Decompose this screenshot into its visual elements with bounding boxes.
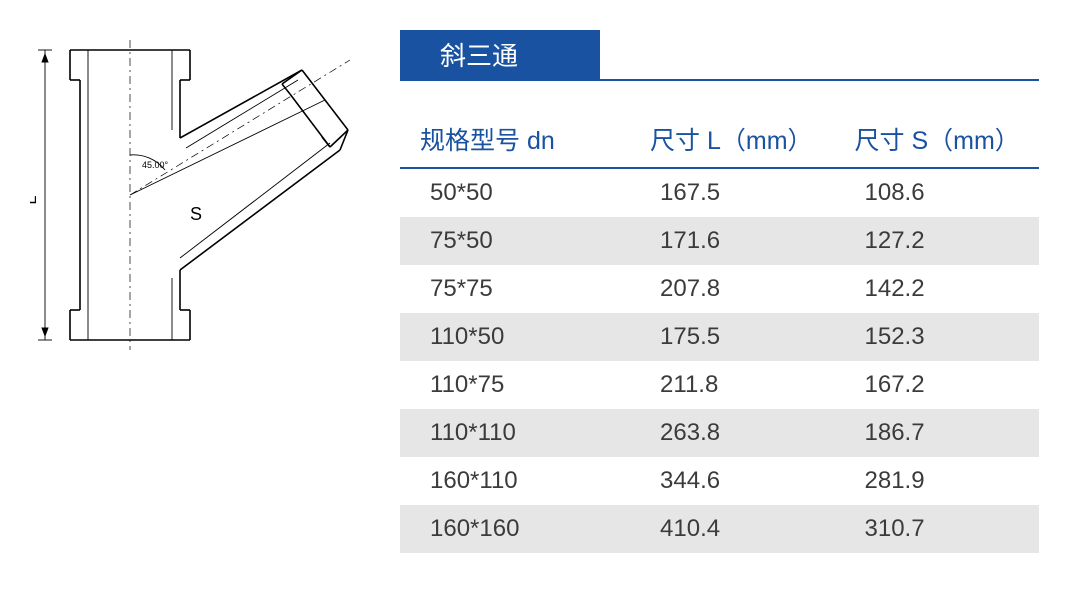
- spec-table-panel: 斜三通 规格型号 dn 尺寸 L（mm） 尺寸 S（mm） 50*50 167.…: [380, 30, 1059, 553]
- cell-model: 50*50: [400, 168, 630, 217]
- spec-table: 规格型号 dn 尺寸 L（mm） 尺寸 S（mm） 50*50 167.5 10…: [400, 111, 1039, 553]
- cell-S: 281.9: [835, 457, 1040, 505]
- cell-model: 110*110: [400, 409, 630, 457]
- cell-S: 152.3: [835, 313, 1040, 361]
- cell-model: 110*50: [400, 313, 630, 361]
- cell-L: 167.5: [630, 168, 834, 217]
- cell-S: 167.2: [835, 361, 1040, 409]
- diagram-panel: L: [10, 30, 380, 553]
- angle-label: 45.00°: [142, 160, 169, 170]
- table-row: 160*110 344.6 281.9: [400, 457, 1039, 505]
- col-header-S: 尺寸 S（mm）: [835, 111, 1040, 168]
- cell-L: 175.5: [630, 313, 834, 361]
- cell-S: 127.2: [835, 217, 1040, 265]
- dim-label-L: L: [30, 195, 40, 204]
- table-row: 110*110 263.8 186.7: [400, 409, 1039, 457]
- table-body: 50*50 167.5 108.6 75*50 171.6 127.2 75*7…: [400, 168, 1039, 553]
- col-header-L: 尺寸 L（mm）: [630, 111, 834, 168]
- cell-model: 75*50: [400, 217, 630, 265]
- cell-L: 171.6: [630, 217, 834, 265]
- cell-S: 142.2: [835, 265, 1040, 313]
- cell-L: 344.6: [630, 457, 834, 505]
- cell-L: 207.8: [630, 265, 834, 313]
- page-container: L: [0, 0, 1069, 563]
- table-header-row: 规格型号 dn 尺寸 L（mm） 尺寸 S（mm）: [400, 111, 1039, 168]
- cell-L: 211.8: [630, 361, 834, 409]
- table-row: 110*75 211.8 167.2: [400, 361, 1039, 409]
- table-row: 110*50 175.5 152.3: [400, 313, 1039, 361]
- cell-model: 75*75: [400, 265, 630, 313]
- cell-model: 160*110: [400, 457, 630, 505]
- cell-S: 186.7: [835, 409, 1040, 457]
- cell-L: 263.8: [630, 409, 834, 457]
- cell-S: 108.6: [835, 168, 1040, 217]
- table-row: 75*50 171.6 127.2: [400, 217, 1039, 265]
- title-row: 斜三通: [400, 30, 1039, 81]
- col-header-model: 规格型号 dn: [400, 111, 630, 168]
- section-title: 斜三通: [400, 30, 600, 79]
- dim-label-S: S: [190, 204, 202, 224]
- cell-L: 410.4: [630, 505, 834, 553]
- cell-S: 310.7: [835, 505, 1040, 553]
- cell-model: 110*75: [400, 361, 630, 409]
- cell-model: 160*160: [400, 505, 630, 553]
- table-row: 160*160 410.4 310.7: [400, 505, 1039, 553]
- tee-fitting-diagram: L: [30, 40, 360, 370]
- table-row: 75*75 207.8 142.2: [400, 265, 1039, 313]
- table-row: 50*50 167.5 108.6: [400, 168, 1039, 217]
